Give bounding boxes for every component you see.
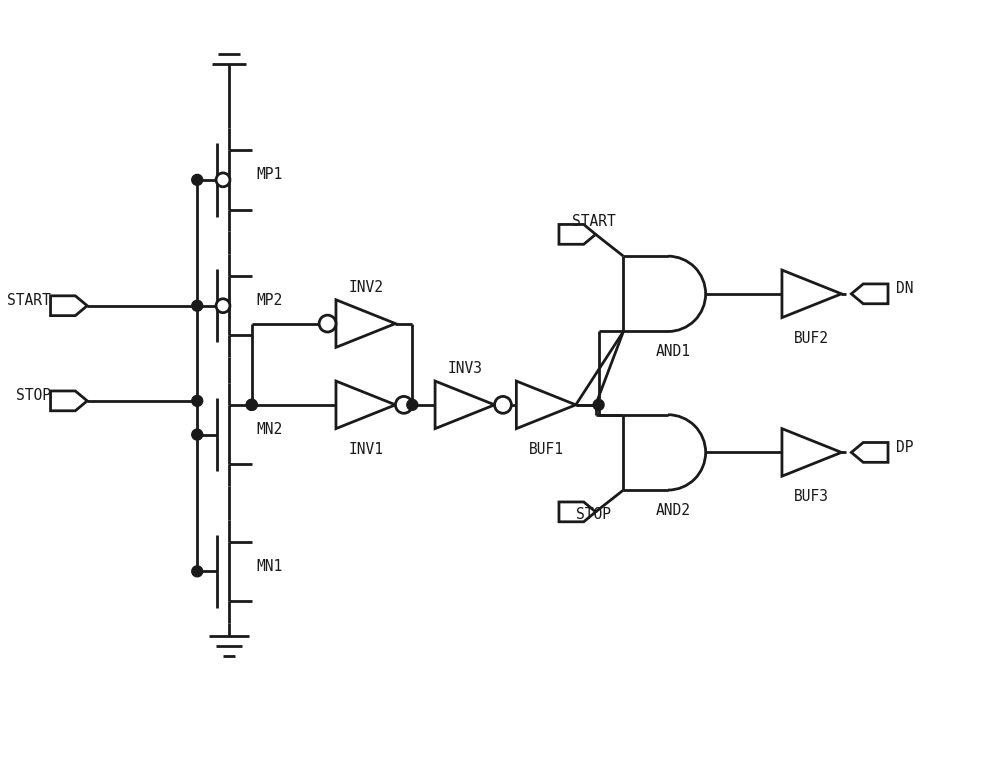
Text: STOP: STOP: [576, 507, 611, 522]
Circle shape: [593, 400, 604, 410]
Text: START: START: [572, 214, 616, 230]
Text: BUF1: BUF1: [529, 441, 564, 457]
Circle shape: [495, 397, 511, 414]
Circle shape: [395, 397, 412, 414]
Circle shape: [192, 429, 203, 440]
Text: AND2: AND2: [655, 503, 690, 518]
Circle shape: [319, 315, 336, 332]
Text: MP2: MP2: [257, 293, 283, 308]
Circle shape: [192, 175, 203, 186]
Text: MN2: MN2: [257, 422, 283, 437]
Text: MN1: MN1: [257, 559, 283, 574]
Text: BUF3: BUF3: [794, 489, 829, 504]
Text: BUF2: BUF2: [794, 331, 829, 346]
Text: DN: DN: [896, 281, 913, 296]
Text: INV3: INV3: [447, 361, 482, 376]
Circle shape: [407, 400, 418, 410]
Text: AND1: AND1: [655, 345, 690, 359]
Text: INV1: INV1: [348, 441, 383, 457]
Text: START: START: [7, 293, 51, 308]
Circle shape: [216, 173, 230, 187]
Circle shape: [216, 299, 230, 312]
Circle shape: [246, 400, 257, 410]
Text: STOP: STOP: [16, 388, 51, 404]
Text: DP: DP: [896, 440, 913, 455]
Text: INV2: INV2: [348, 280, 383, 295]
Circle shape: [246, 400, 257, 410]
Text: MP1: MP1: [257, 168, 283, 182]
Circle shape: [192, 300, 203, 312]
Circle shape: [192, 566, 203, 577]
Circle shape: [192, 396, 203, 407]
